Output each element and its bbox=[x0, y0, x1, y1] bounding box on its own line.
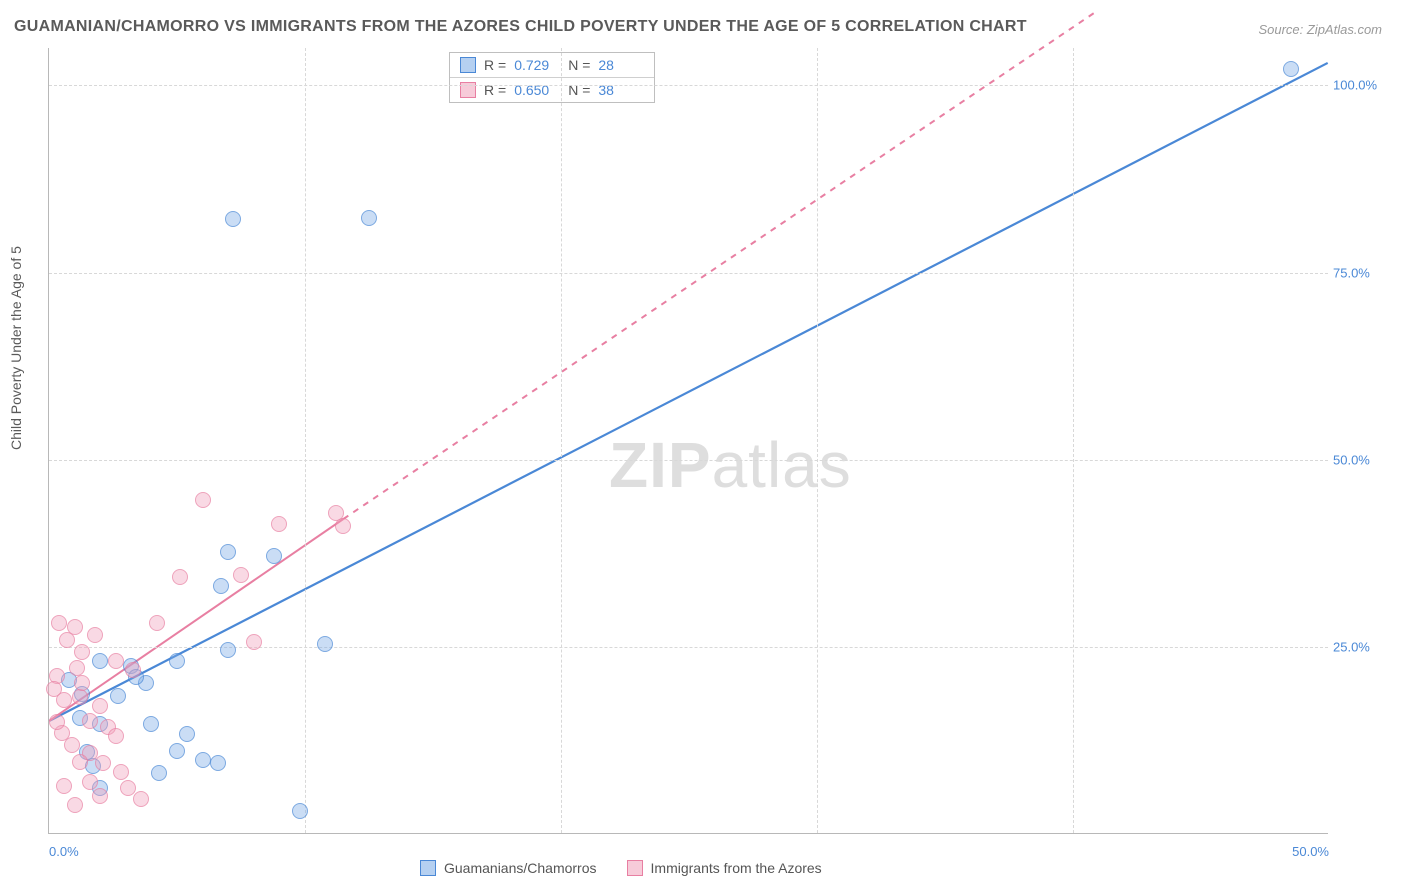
data-point-pink bbox=[69, 660, 85, 676]
x-gridline bbox=[1073, 48, 1074, 833]
data-point-pink bbox=[82, 713, 98, 729]
data-point-pink bbox=[51, 615, 67, 631]
data-point-pink bbox=[92, 698, 108, 714]
data-point-blue bbox=[110, 688, 126, 704]
x-gridline bbox=[305, 48, 306, 833]
data-point-pink bbox=[233, 567, 249, 583]
x-gridline bbox=[817, 48, 818, 833]
stat-r-label: R = bbox=[484, 57, 506, 73]
swatch-blue-icon bbox=[460, 57, 476, 73]
regression-lines-layer bbox=[49, 48, 1328, 833]
data-point-pink bbox=[113, 764, 129, 780]
x-tick-label: 0.0% bbox=[49, 844, 79, 859]
data-point-pink bbox=[149, 615, 165, 631]
watermark-zip: ZIP bbox=[609, 429, 712, 501]
data-point-blue bbox=[143, 716, 159, 732]
legend-bottom: Guamanians/Chamorros Immigrants from the… bbox=[420, 860, 822, 876]
y-tick-label: 100.0% bbox=[1333, 78, 1388, 93]
data-point-pink bbox=[87, 627, 103, 643]
data-point-pink bbox=[49, 714, 65, 730]
y-gridline bbox=[49, 273, 1328, 274]
data-point-pink bbox=[108, 728, 124, 744]
data-point-pink bbox=[335, 518, 351, 534]
data-point-blue bbox=[317, 636, 333, 652]
data-point-blue bbox=[179, 726, 195, 742]
data-point-pink bbox=[67, 619, 83, 635]
swatch-pink-icon bbox=[627, 860, 643, 876]
x-gridline bbox=[561, 48, 562, 833]
legend-item-blue: Guamanians/Chamorros bbox=[420, 860, 597, 876]
data-point-pink bbox=[246, 634, 262, 650]
data-point-blue bbox=[169, 743, 185, 759]
data-point-pink bbox=[271, 516, 287, 532]
stat-n-label: N = bbox=[568, 82, 590, 98]
data-point-blue bbox=[220, 642, 236, 658]
stat-r-label: R = bbox=[484, 82, 506, 98]
stat-n-label: N = bbox=[568, 57, 590, 73]
chart-title: GUAMANIAN/CHAMORRO VS IMMIGRANTS FROM TH… bbox=[14, 18, 1027, 36]
data-point-blue bbox=[361, 210, 377, 226]
data-point-pink bbox=[133, 791, 149, 807]
watermark: ZIPatlas bbox=[609, 428, 852, 502]
data-point-blue bbox=[195, 752, 211, 768]
data-point-blue bbox=[169, 653, 185, 669]
data-point-blue bbox=[151, 765, 167, 781]
data-point-pink bbox=[125, 662, 141, 678]
data-point-pink bbox=[67, 797, 83, 813]
swatch-blue-icon bbox=[420, 860, 436, 876]
y-gridline bbox=[49, 647, 1328, 648]
scatter-plot-area: ZIPatlas R = 0.729 N = 28 R = 0.650 N = … bbox=[48, 48, 1328, 834]
data-point-pink bbox=[195, 492, 211, 508]
stat-n-pink: 38 bbox=[598, 82, 644, 98]
y-axis-label: Child Poverty Under the Age of 5 bbox=[8, 246, 24, 450]
watermark-atlas: atlas bbox=[712, 429, 852, 501]
stat-r-blue: 0.729 bbox=[514, 57, 560, 73]
data-point-pink bbox=[56, 778, 72, 794]
y-tick-label: 25.0% bbox=[1333, 639, 1388, 654]
data-point-pink bbox=[95, 755, 111, 771]
data-point-blue bbox=[220, 544, 236, 560]
data-point-pink bbox=[72, 754, 88, 770]
data-point-pink bbox=[74, 675, 90, 691]
source-attribution: Source: ZipAtlas.com bbox=[1258, 22, 1382, 37]
y-tick-label: 50.0% bbox=[1333, 452, 1388, 467]
data-point-blue bbox=[266, 548, 282, 564]
regression-line-pink bbox=[49, 519, 343, 721]
stat-n-blue: 28 bbox=[598, 57, 644, 73]
data-point-pink bbox=[72, 689, 88, 705]
data-point-blue bbox=[92, 653, 108, 669]
data-point-blue bbox=[210, 755, 226, 771]
stats-row-blue: R = 0.729 N = 28 bbox=[450, 53, 654, 78]
stats-legend-box: R = 0.729 N = 28 R = 0.650 N = 38 bbox=[449, 52, 655, 103]
regression-line-blue bbox=[49, 63, 1327, 721]
data-point-pink bbox=[46, 681, 62, 697]
data-point-pink bbox=[64, 737, 80, 753]
swatch-pink-icon bbox=[460, 82, 476, 98]
data-point-blue bbox=[225, 211, 241, 227]
data-point-pink bbox=[74, 644, 90, 660]
legend-label-pink: Immigrants from the Azores bbox=[651, 860, 822, 876]
y-gridline bbox=[49, 85, 1328, 86]
legend-label-blue: Guamanians/Chamorros bbox=[444, 860, 597, 876]
x-tick-label: 50.0% bbox=[1292, 844, 1329, 859]
data-point-blue bbox=[213, 578, 229, 594]
data-point-blue bbox=[292, 803, 308, 819]
data-point-pink bbox=[92, 788, 108, 804]
data-point-pink bbox=[172, 569, 188, 585]
legend-item-pink: Immigrants from the Azores bbox=[627, 860, 822, 876]
data-point-blue bbox=[1283, 61, 1299, 77]
data-point-pink bbox=[108, 653, 124, 669]
y-gridline bbox=[49, 460, 1328, 461]
stats-row-pink: R = 0.650 N = 38 bbox=[450, 78, 654, 102]
y-tick-label: 75.0% bbox=[1333, 265, 1388, 280]
stat-r-pink: 0.650 bbox=[514, 82, 560, 98]
